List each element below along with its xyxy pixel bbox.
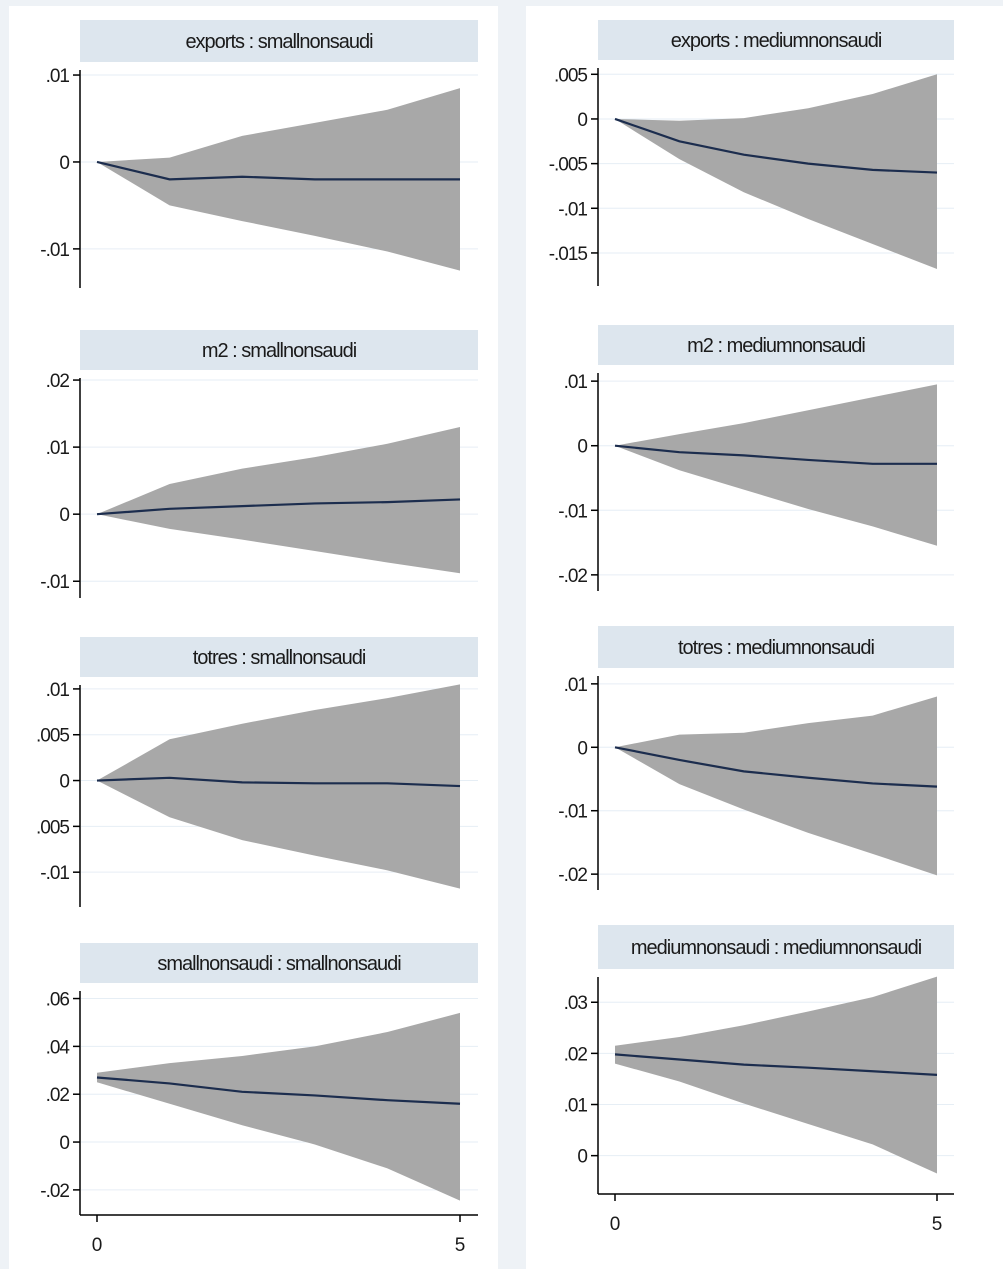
confidence-band [615,384,937,546]
y-tick-label: .01 [46,438,70,459]
x-tick-label: 0 [92,1235,103,1256]
confidence-band [615,976,937,1174]
irf-panel-6: m2 : mediumnonsaudi -.02 -.01 0 .01 [558,325,954,591]
panel-title: mediumnonsaudi : mediumnonsaudi [631,937,922,959]
y-tick-label: -.02 [558,865,587,886]
y-tick-label: -.02 [40,1181,69,1202]
panel-title: exports : smallnonsaudi [185,31,373,53]
irf-panel-7: totres : mediumnonsaudi -.02 -.01 0 .01 [558,626,954,890]
y-tick-label: .01 [46,66,70,87]
irf-line [614,117,938,174]
irf-line [614,746,938,788]
y-tick-label: -.01 [40,240,69,261]
irf-panel-1: exports : smallnonsaudi -.01 0 .01 [40,20,478,288]
y-tick-label: -.02 [558,566,587,587]
y-tick-label: .02 [564,1044,588,1065]
y-tick-label: .01 [564,1096,588,1117]
y-tick-label: -.01 [558,802,587,823]
confidence-band [97,684,460,889]
confidence-band [615,696,937,876]
panel-title-strip [598,925,954,969]
y-tick-label: 0 [577,110,587,131]
y-tick-label: .005 [36,726,69,747]
y-tick-label: .01 [564,372,588,393]
x-tick-label: 5 [455,1235,466,1256]
panel-title: m2 : smallnonsaudi [202,340,357,362]
y-tick-label: .005 [36,817,69,838]
y-tick-label: 0 [577,1147,587,1168]
irf-line [96,776,461,788]
y-tick-label: .04 [46,1037,71,1058]
irf-line [96,160,460,181]
panel-title: exports : mediumnonsaudi [671,30,882,52]
irf-panel-8: mediumnonsaudi : mediumnonsaudi 0 .01 .02 .0… [564,925,954,1235]
irf-panel-2: m2 : smallnonsaudi -.01 0 .01 .02 [40,330,478,598]
y-tick-label: .01 [564,675,588,696]
y-tick-label: -.01 [40,572,69,593]
y-tick-label: 0 [59,153,69,174]
y-tick-label: .01 [46,680,70,701]
panel-title-strip [80,943,478,983]
y-tick-label: .02 [46,371,70,392]
y-tick-label: 0 [59,1133,69,1154]
y-tick-label: .02 [46,1085,70,1106]
y-tick-label: -.01 [558,501,587,522]
panel-title: totres : mediumnonsaudi [678,637,875,659]
irf-panel-3: totres : smallnonsaudi -.01 .005 0 .005 .01 [36,637,478,907]
y-tick-label: -.01 [558,199,587,220]
y-tick-label: .06 [46,990,70,1011]
confidence-band [97,1012,460,1201]
y-tick-label: 0 [59,772,69,793]
irf-panel-5: exports : mediumnonsaudi -.015 -.01 -.005 0.… [549,20,954,286]
confidence-band [97,88,460,271]
panel-title-strip [80,20,478,62]
irf-line [96,498,461,516]
panel-title-strip [598,325,954,365]
panel-title-strip [80,637,478,677]
panel-title-strip [598,20,954,60]
y-tick-label: -.015 [549,244,588,265]
x-tick-label: 0 [610,1214,621,1235]
y-tick-label: 0 [577,738,587,759]
confidence-band [615,74,937,270]
irf-line [96,1076,461,1105]
y-tick-label: 0 [59,505,69,526]
irf-line [614,1053,938,1076]
panel-title-strip [80,330,478,370]
panel-title: m2 : mediumnonsaudi [687,335,865,357]
confidence-band [97,427,460,574]
y-tick-label: -.005 [549,155,588,176]
y-tick-label: -.01 [40,863,69,884]
y-tick-label: 0 [577,437,587,458]
x-tick-label: 5 [932,1214,943,1235]
panel-title: totres : smallnonsaudi [193,647,366,669]
irf-line [614,444,937,465]
panel-title: smallnonsaudi : smallnonsaudi [157,953,401,975]
irf-panel-4: smallnonsaudi : smallnonsaudi -.02 0 .02 .04… [40,943,478,1256]
panel-title-strip [598,626,954,668]
y-tick-label: .005 [554,65,587,86]
y-tick-label: .03 [564,993,588,1014]
